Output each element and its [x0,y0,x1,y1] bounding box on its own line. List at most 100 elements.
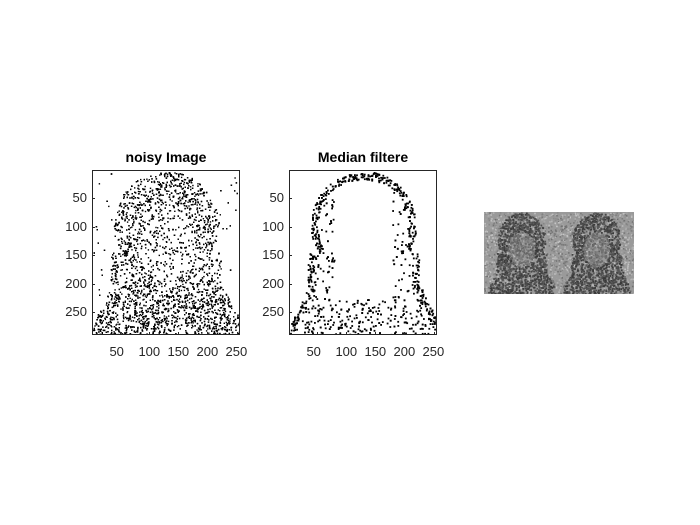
pixel-speck [160,234,163,237]
pixel-speck [201,237,203,239]
pixel-speck [106,200,108,202]
pixel-speck [173,305,175,307]
pixel-speck [351,320,353,323]
pixel-speck [158,254,160,257]
pixel-speck [114,302,116,304]
pixel-speck [153,236,155,238]
pixel-speck [127,319,130,322]
pixel-speck [184,186,186,188]
pixel-speck [155,178,158,180]
pixel-speck [181,196,184,198]
pixel-speck [163,270,165,273]
pixel-speck [108,292,111,294]
pixel-speck [136,239,139,241]
pixel-speck [172,287,174,289]
pixel-speck [173,249,176,251]
pixel-speck [208,332,210,334]
noisy-image-axes [92,170,240,335]
pixel-speck [238,317,239,319]
pixel-speck [214,209,217,211]
pixel-speck [231,331,234,334]
pixel-speck [136,331,139,333]
pixel-speck [216,258,218,261]
pixel-speck [192,313,195,315]
pixel-speck [316,298,319,300]
pixel-speck [152,298,154,301]
x-tick-mark [207,332,209,335]
pixel-speck [192,226,194,228]
pixel-speck [220,298,223,301]
pixel-speck [136,252,139,254]
pixel-speck [320,331,323,334]
pixel-speck [102,329,105,332]
pixel-speck [115,273,117,276]
pixel-speck [139,280,142,282]
pixel-speck [197,185,199,187]
pixel-speck [167,212,169,215]
pixel-speck [149,204,151,206]
pixel-speck [190,188,192,191]
pixel-speck [399,194,402,197]
pixel-speck [187,324,189,326]
pixel-speck [107,323,109,326]
pixel-speck [147,308,149,310]
pixel-speck [196,244,198,246]
pixel-speck [159,188,162,190]
pixel-speck [135,249,137,252]
pixel-speck [151,234,154,236]
pixel-speck [163,232,165,235]
pixel-speck [109,310,111,312]
pixel-speck [99,330,102,332]
pixel-speck [106,325,108,328]
pixel-speck [133,254,135,256]
pixel-speck [128,307,130,309]
pixel-speck [191,293,193,295]
pixel-speck [156,261,158,263]
pixel-speck [177,300,180,302]
pixel-speck [190,260,192,262]
pixel-speck [133,326,135,328]
pixel-speck [225,293,228,296]
pixel-speck [119,331,121,334]
pixel-speck [106,302,108,304]
pixel-speck [235,329,237,331]
pixel-speck [127,208,130,210]
pixel-speck [115,312,117,314]
pixel-speck [169,330,172,332]
pixel-speck [375,325,377,327]
pixel-speck [177,285,179,288]
pixel-speck [217,328,220,331]
pixel-speck [166,175,169,178]
pixel-speck [122,309,124,311]
pixel-speck [416,298,419,301]
pixel-speck [214,285,217,288]
pixel-speck [165,252,168,254]
pixel-speck [136,269,139,272]
pixel-speck [122,264,125,266]
pixel-speck [203,297,205,299]
pixel-speck [133,206,135,209]
pixel-speck [116,295,118,297]
pixel-speck [189,256,191,258]
pixel-speck [149,190,151,193]
pixel-speck [157,319,160,321]
pixel-speck [432,326,435,328]
pixel-speck [188,239,190,242]
pixel-speck [318,240,321,243]
pixel-speck [340,324,343,327]
pixel-speck [173,205,175,207]
pixel-speck [131,185,133,187]
pixel-speck [110,325,112,327]
pixel-speck [353,317,356,320]
pixel-speck [198,270,200,272]
pixel-speck [168,238,170,241]
pixel-speck [133,330,136,332]
pixel-speck [315,236,318,239]
pixel-speck [220,190,222,192]
pixel-speck [153,326,155,328]
pixel-speck [145,243,147,246]
pixel-speck [100,322,102,325]
pixel-speck [167,310,170,312]
pixel-speck [219,214,221,216]
pixel-speck [157,236,159,239]
